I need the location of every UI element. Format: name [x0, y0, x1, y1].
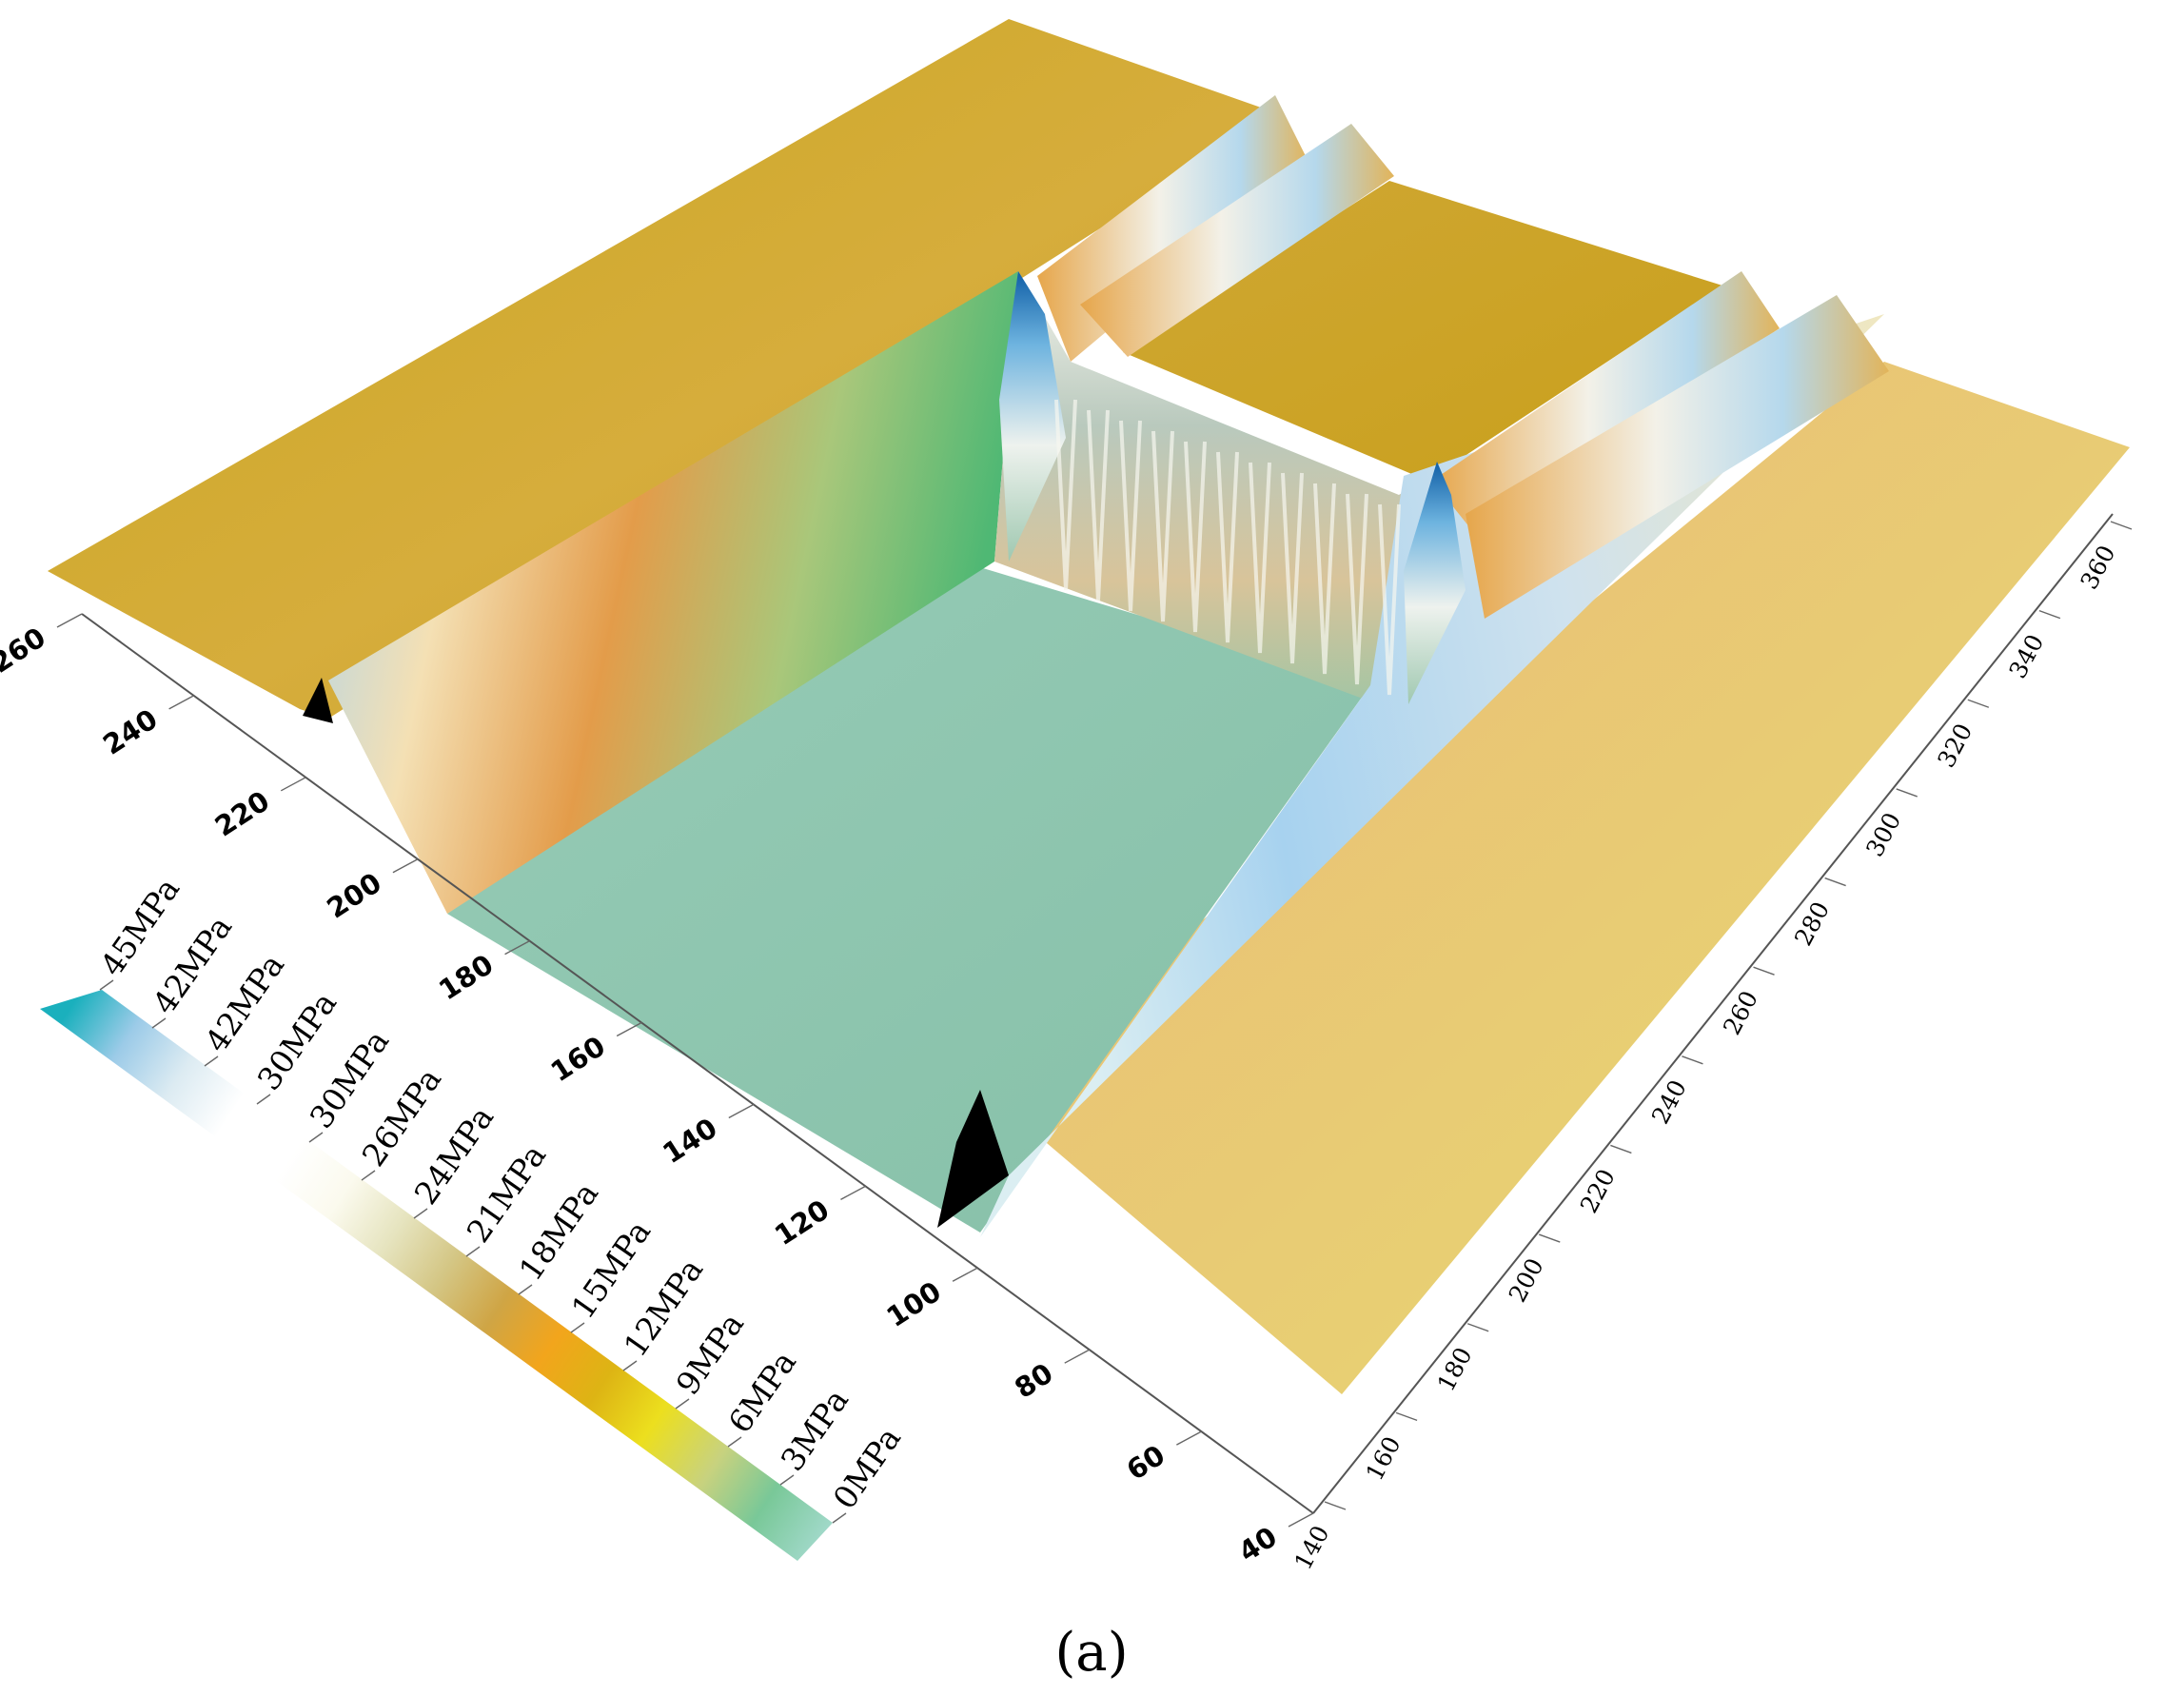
y-tick-label: 360	[2075, 541, 2120, 594]
colorbar-tick	[518, 1284, 533, 1295]
pit-wall-left	[328, 271, 1018, 914]
wall-ridge	[1313, 483, 1336, 675]
colorbar-tick	[361, 1170, 376, 1181]
x-tick-label: 180	[433, 948, 499, 1006]
x-tick-mark	[504, 940, 530, 956]
x-tick-mark	[1176, 1430, 1202, 1446]
colorbar-strip	[40, 990, 833, 1561]
y-tick-label: 200	[1504, 1253, 1549, 1307]
x-tick-mark	[952, 1267, 978, 1282]
y-tick-mark	[1395, 1411, 1418, 1422]
wall-ridge	[1087, 409, 1110, 601]
x-tick-mark	[840, 1185, 866, 1200]
colorbar-tick	[779, 1474, 795, 1486]
y-tick-label: 220	[1575, 1165, 1621, 1218]
wall-ridge	[1119, 420, 1142, 612]
x-tick-mark	[392, 858, 419, 874]
wall-ridge	[1249, 462, 1271, 654]
colorbar-tick	[151, 1017, 167, 1029]
y-tick-label: 160	[1361, 1431, 1407, 1485]
colorbar-tick	[204, 1055, 219, 1067]
y-tick-label: 240	[1646, 1075, 1692, 1129]
wall-ridge	[1184, 441, 1207, 633]
x-tick-mark	[280, 777, 306, 792]
wall-ridge	[1054, 399, 1077, 591]
y-tick-label: 300	[1860, 808, 1906, 861]
y-tick-mark	[1324, 1501, 1347, 1510]
ridge-back-2	[1080, 124, 1394, 357]
wall-ridge	[1281, 472, 1304, 664]
x-tick-label: 160	[545, 1030, 611, 1088]
y-tick-mark	[1753, 966, 1775, 976]
y-tick-mark	[1896, 788, 1918, 798]
colorbar-tick	[570, 1322, 585, 1333]
colorbar-tick	[256, 1094, 271, 1105]
x-tick-label: 40	[1232, 1520, 1282, 1568]
wall-ridge	[1378, 503, 1401, 696]
y-tick-mark	[1466, 1323, 1489, 1332]
x-tick-mark	[1288, 1512, 1314, 1528]
colorbar-tick	[832, 1512, 847, 1524]
ridge-right-1	[1432, 271, 1780, 528]
figure-caption: (a)	[1054, 1622, 1128, 1684]
y-tick-mark	[2038, 609, 2061, 620]
wall-ridge	[1346, 493, 1368, 685]
y-tick-label: 320	[1932, 719, 1977, 772]
plateau-left	[48, 19, 1280, 719]
x-tick-mark	[56, 613, 83, 628]
shadow-front	[937, 1090, 1009, 1228]
colorbar-tick	[413, 1208, 428, 1219]
x-tick-label: 100	[881, 1275, 947, 1333]
y-axis-line	[1312, 513, 2114, 1514]
colorbar-tick	[465, 1246, 481, 1257]
x-tick-label: 80	[1009, 1357, 1058, 1405]
y-tick-label: 280	[1789, 897, 1835, 951]
x-tick-mark	[1064, 1349, 1091, 1364]
peak-right	[1404, 462, 1466, 704]
colorbar-tick	[675, 1398, 690, 1410]
x-tick-label: 60	[1121, 1438, 1171, 1486]
y-tick-label: 180	[1432, 1343, 1478, 1396]
colorbar-tick	[308, 1132, 324, 1143]
y-tick-mark	[1539, 1233, 1561, 1243]
colorbar-tick	[99, 979, 114, 991]
x-tick-label: 220	[209, 784, 275, 842]
wall-ridge	[1151, 430, 1174, 622]
colorbar-tick	[622, 1360, 638, 1371]
x-tick-mark	[616, 1021, 642, 1037]
y-tick-label: 140	[1289, 1521, 1334, 1574]
y-tick-mark	[1682, 1055, 1703, 1065]
colorbar-label: 6MPa	[721, 1344, 804, 1439]
y-tick-label: 340	[2003, 630, 2049, 683]
pit-floor	[447, 562, 1370, 1233]
x-axis-line	[81, 613, 1314, 1514]
surface-plot	[48, 19, 2130, 1394]
wall-ridge	[1216, 451, 1239, 643]
x-tick-label: 120	[769, 1193, 835, 1252]
ridge-right-2	[1466, 295, 1889, 619]
plateau-right	[990, 362, 2130, 1394]
x-tick-label: 240	[97, 702, 163, 760]
y-tick-mark	[1967, 699, 1990, 708]
colorbar-label: 3MPa	[774, 1382, 856, 1477]
y-tick-label: 260	[1718, 986, 1763, 1039]
colorbar-label: 9MPa	[669, 1306, 752, 1401]
x-tick-mark	[168, 695, 194, 710]
y-tick-mark	[2110, 521, 2133, 530]
x-tick-label: 260	[0, 621, 51, 679]
x-tick-label: 200	[321, 866, 386, 924]
peak-left	[999, 271, 1066, 562]
x-tick-mark	[728, 1103, 755, 1119]
y-tick-mark	[1824, 877, 1846, 887]
colorbar-tick	[727, 1436, 742, 1448]
y-tick-mark	[1610, 1144, 1632, 1154]
shadow-left	[303, 678, 333, 723]
colorbar-label: 0MPa	[826, 1420, 909, 1515]
x-tick-label: 140	[657, 1112, 722, 1170]
